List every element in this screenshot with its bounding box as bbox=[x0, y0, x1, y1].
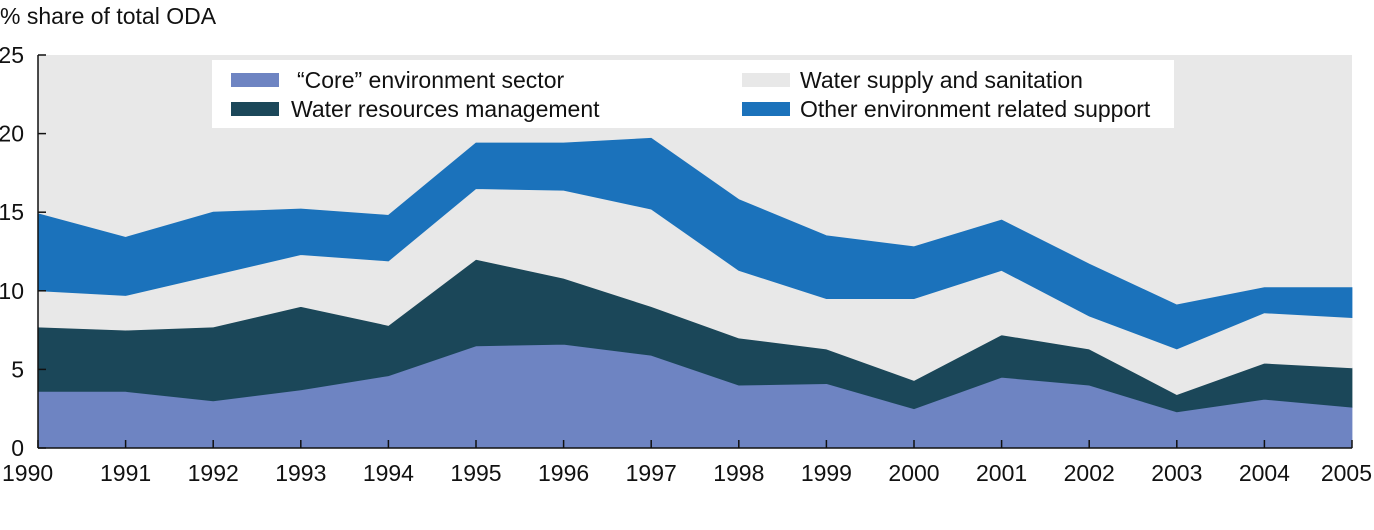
legend-label-2: Water resources management bbox=[291, 96, 600, 122]
x-tick-label: 2002 bbox=[1064, 460, 1115, 486]
y-tick-label: 5 bbox=[11, 356, 24, 382]
x-tick-label: 1991 bbox=[100, 460, 151, 486]
x-tick-label: 1998 bbox=[713, 460, 764, 486]
x-tick-label: 2005 bbox=[1321, 460, 1372, 486]
x-tick-label: 1997 bbox=[626, 460, 677, 486]
axes-group: 0 5 10 15 20 25 1990 1991 1992 1993 1994 1995 1996 19… bbox=[0, 42, 1372, 486]
legend-swatch-3 bbox=[742, 73, 790, 87]
legend: “Core” environment sector Water resources… bbox=[212, 60, 1174, 128]
y-tick-label: 15 bbox=[0, 199, 24, 225]
legend-background bbox=[212, 60, 1174, 128]
y-axis-title: % share of total ODA bbox=[0, 3, 217, 29]
y-tick-label: 0 bbox=[11, 435, 24, 461]
x-tick-label: 1995 bbox=[450, 460, 501, 486]
legend-swatch-4 bbox=[742, 102, 790, 116]
legend-label-1: “Core” environment sector bbox=[297, 67, 564, 93]
y-tick-label: 20 bbox=[0, 121, 24, 147]
x-tick-label: 2004 bbox=[1239, 460, 1290, 486]
x-tick-label: 1994 bbox=[363, 460, 414, 486]
legend-label-4: Other environment related support bbox=[800, 96, 1151, 122]
x-tick-label: 2000 bbox=[888, 460, 939, 486]
x-tick-label: 1993 bbox=[275, 460, 326, 486]
area-series-group bbox=[37, 137, 1353, 449]
x-tick-label: 1996 bbox=[538, 460, 589, 486]
legend-swatch-1 bbox=[231, 73, 279, 87]
x-tick-label: 2003 bbox=[1151, 460, 1202, 486]
x-tick-label: 1992 bbox=[188, 460, 239, 486]
x-tick-label: 2001 bbox=[976, 460, 1027, 486]
x-tick-label: 1999 bbox=[801, 460, 852, 486]
area-series-4 bbox=[37, 137, 1353, 350]
y-tick-label: 25 bbox=[0, 42, 24, 68]
legend-label-3: Water supply and sanitation bbox=[800, 67, 1083, 93]
y-tick-label: 10 bbox=[0, 278, 24, 304]
legend-swatch-2 bbox=[231, 102, 279, 116]
x-tick-label: 1990 bbox=[2, 460, 53, 486]
